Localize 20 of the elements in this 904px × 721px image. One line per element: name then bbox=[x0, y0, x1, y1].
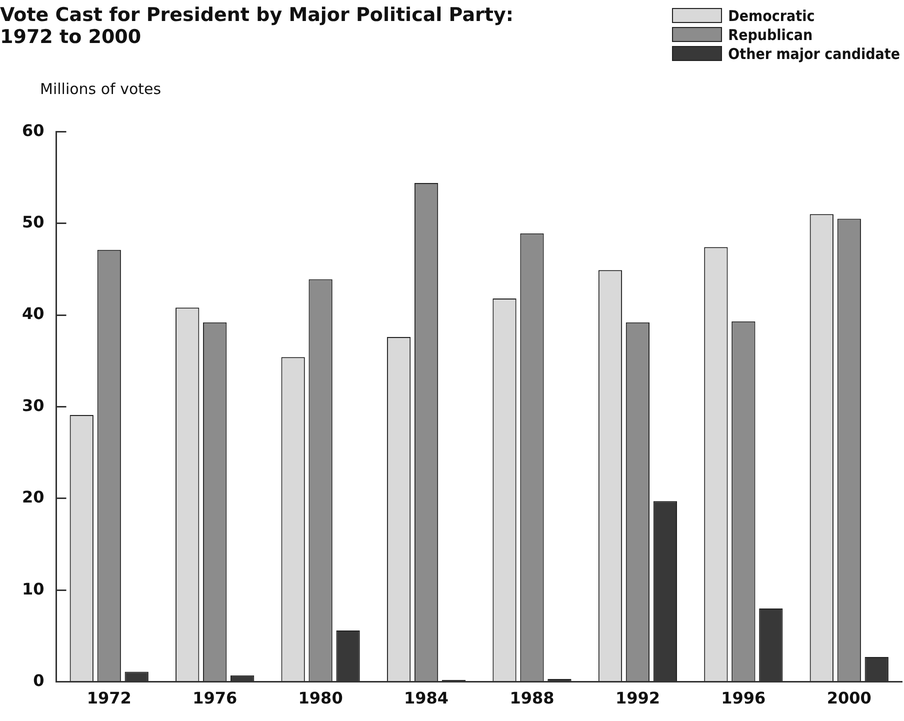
legend-label: Republican bbox=[728, 26, 813, 44]
legend-label: Other major candidate bbox=[728, 44, 900, 62]
y-axis-title: Millions of votes bbox=[40, 80, 162, 98]
x-tick-label: 1972 bbox=[86, 688, 132, 708]
x-tick-label: 1980 bbox=[298, 688, 343, 708]
y-tick-label: 40 bbox=[22, 304, 44, 324]
x-tick-label: 1996 bbox=[721, 688, 766, 708]
chart-title: Vote Cast for President by Major Political Party: 1972 to 2000 bbox=[0, 4, 514, 48]
y-tick-label: 20 bbox=[22, 488, 44, 507]
y-tick-label: 30 bbox=[22, 396, 44, 415]
x-tick-label: 1976 bbox=[192, 688, 238, 708]
x-tick-label: 1984 bbox=[404, 688, 449, 708]
x-tick-label: 1988 bbox=[510, 688, 554, 708]
y-tick-label: 0 bbox=[33, 670, 44, 690]
y-tick-label: 10 bbox=[22, 579, 44, 598]
y-tick-label: 50 bbox=[22, 212, 44, 232]
legend-label: Democratic bbox=[728, 6, 815, 24]
x-tick-label: 2000 bbox=[826, 688, 872, 708]
x-tick-label: 1992 bbox=[615, 688, 660, 708]
y-tick-label: 60 bbox=[22, 120, 44, 140]
